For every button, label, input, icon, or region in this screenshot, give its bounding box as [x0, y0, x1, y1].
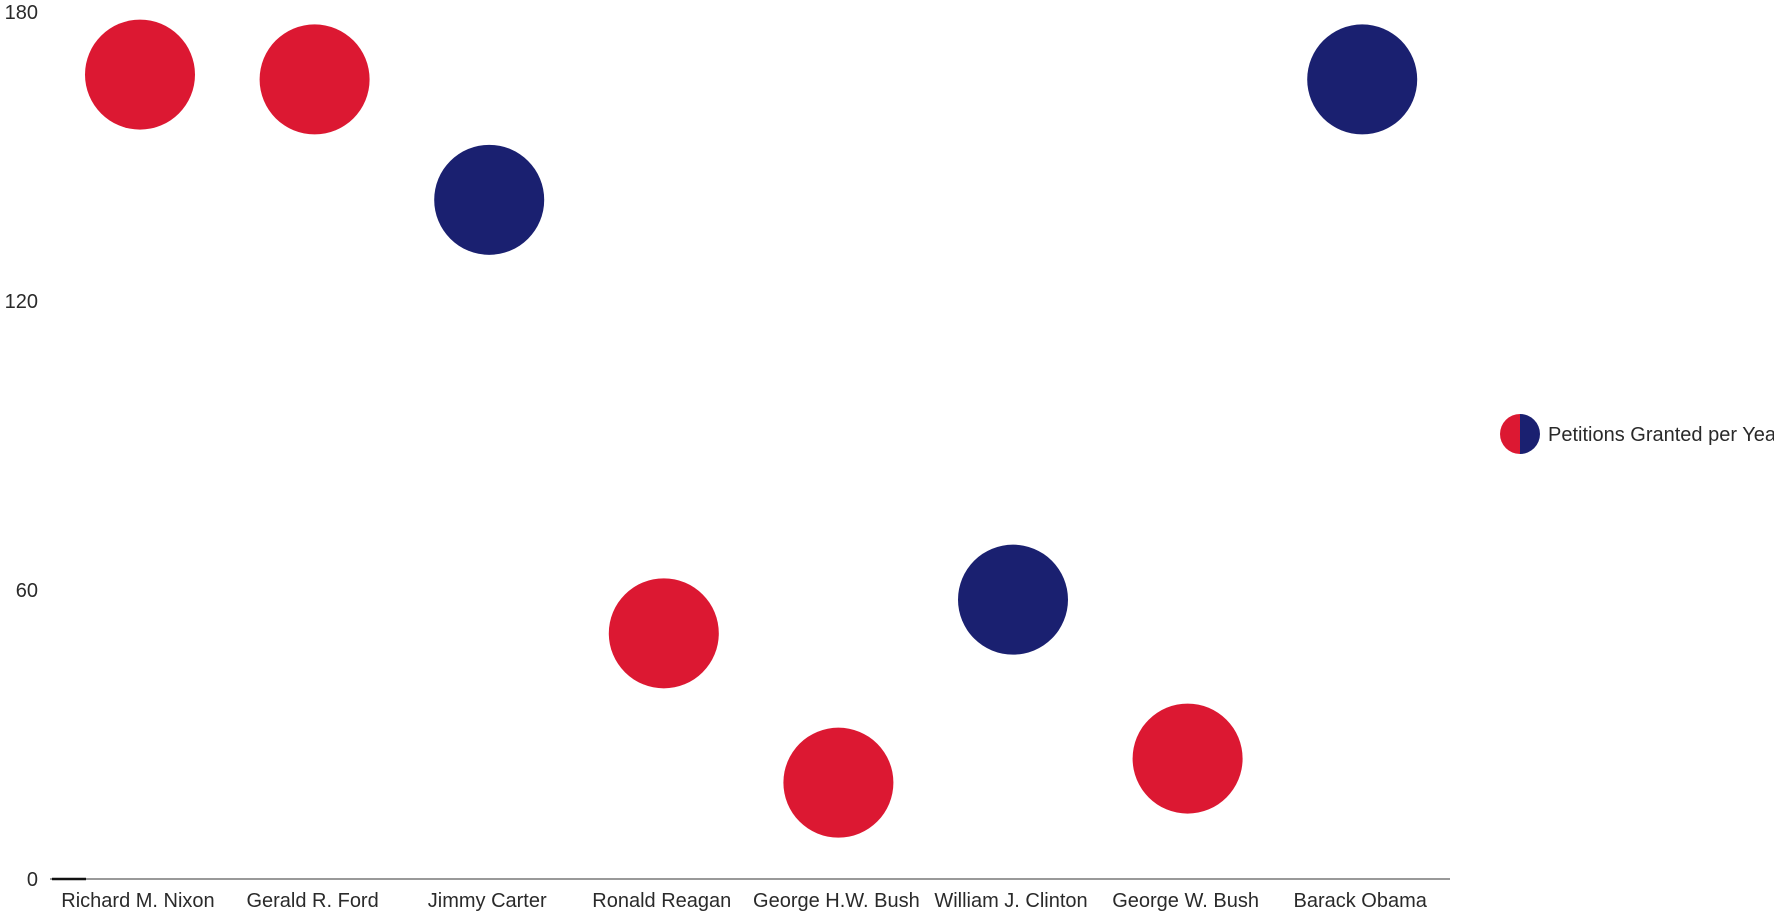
x-category-label: George H.W. Bush	[753, 890, 920, 912]
data-point	[608, 578, 719, 689]
x-category-label: Barack Obama	[1294, 890, 1428, 912]
data-points	[85, 19, 1418, 838]
y-tick-label: 0	[27, 869, 38, 891]
y-tick-label: 120	[5, 291, 38, 313]
legend-split-circle-icon	[1500, 414, 1540, 454]
x-category-label: Richard M. Nixon	[61, 890, 214, 912]
data-point	[85, 19, 195, 130]
y-axis: 0 60 120 180	[5, 2, 38, 891]
x-category-label: Jimmy Carter	[428, 890, 547, 912]
y-tick-label: 180	[5, 2, 38, 24]
x-category-label: George W. Bush	[1112, 890, 1259, 912]
legend-half-blue	[1520, 414, 1540, 454]
category-labels: Richard M. Nixon Gerald R. Ford Jimmy Cart…	[61, 890, 1427, 912]
data-point	[783, 727, 894, 838]
data-point	[1307, 24, 1418, 135]
data-point	[259, 24, 370, 135]
legend-half-red	[1500, 414, 1520, 454]
legend-label: Petitions Granted per Year	[1548, 424, 1774, 446]
data-point	[1132, 703, 1243, 814]
data-point	[958, 544, 1068, 655]
legend: Petitions Granted per Year	[1500, 414, 1774, 454]
y-tick-label: 60	[16, 580, 38, 602]
x-category-label: Gerald R. Ford	[246, 890, 378, 912]
x-category-label: Ronald Reagan	[592, 890, 731, 912]
data-point	[434, 144, 545, 255]
x-category-label: William J. Clinton	[934, 890, 1087, 912]
